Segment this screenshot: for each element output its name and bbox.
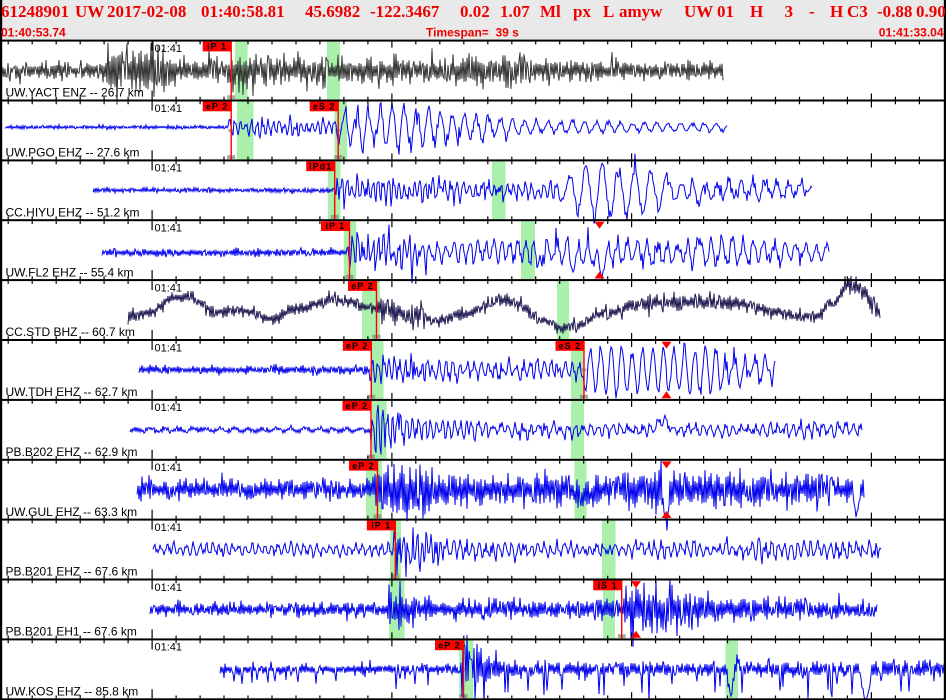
svg-text:0.02: 0.02	[460, 2, 490, 21]
svg-text:01:41: 01:41	[155, 522, 183, 534]
svg-text:UW.FL2 EHZ -- 55.4 km: UW.FL2 EHZ -- 55.4 km	[6, 265, 134, 279]
svg-text:PB.B202 EHZ -- 62.9 km: PB.B202 EHZ -- 62.9 km	[6, 445, 138, 459]
svg-text:UW.PGO EHZ -- 27.6 km: UW.PGO EHZ -- 27.6 km	[6, 146, 140, 160]
svg-text:PB.B201 EH1 -- 67.6 km: PB.B201 EH1 -- 67.6 km	[6, 625, 137, 639]
svg-text:iP 1: iP 1	[207, 42, 227, 52]
svg-text:iP 1: iP 1	[325, 221, 345, 231]
svg-text:C3: C3	[847, 2, 868, 21]
svg-text:eP 2: eP 2	[352, 461, 374, 471]
svg-text:-122.3467: -122.3467	[370, 2, 440, 21]
svg-text:01:41: 01:41	[155, 582, 183, 594]
svg-text:H: H	[750, 2, 763, 21]
svg-text:01:41: 01:41	[155, 43, 183, 55]
svg-text:0.90: 0.90	[916, 2, 946, 21]
svg-text:CC.STD BHZ -- 60.7 km: CC.STD BHZ -- 60.7 km	[6, 325, 135, 339]
svg-text:eP 2: eP 2	[346, 401, 368, 411]
svg-text:PB.B201 EHZ -- 67.6 km: PB.B201 EHZ -- 67.6 km	[6, 565, 138, 579]
svg-text:px: px	[573, 2, 591, 21]
svg-text:eP 2: eP 2	[346, 341, 368, 351]
svg-text:UW.YACT ENZ -- 26.7 km: UW.YACT ENZ -- 26.7 km	[6, 86, 144, 100]
svg-text:01:40:58.81: 01:40:58.81	[201, 2, 285, 21]
svg-text:UW.KOS EHZ -- 85.8 km: UW.KOS EHZ -- 85.8 km	[6, 685, 139, 699]
svg-text:eS 2: eS 2	[313, 102, 336, 112]
svg-text:iS 1: iS 1	[598, 581, 618, 591]
svg-text:01:40:53.74: 01:40:53.74	[1, 26, 66, 40]
svg-text:01:41:33.04: 01:41:33.04	[879, 26, 944, 40]
svg-text:Ml: Ml	[540, 2, 561, 21]
svg-text:2017-02-08: 2017-02-08	[107, 2, 186, 21]
svg-text:61248901: 61248901	[1, 2, 69, 21]
svg-text:UW: UW	[684, 2, 713, 21]
svg-text:eP 2: eP 2	[206, 102, 228, 112]
svg-text:amyw: amyw	[619, 2, 663, 21]
svg-text:eP 2: eP 2	[438, 640, 460, 650]
svg-text:H: H	[830, 2, 843, 21]
svg-text:01:41: 01:41	[155, 223, 183, 235]
svg-text:CC.HIYU EHZ -- 51.2 km: CC.HIYU EHZ -- 51.2 km	[6, 205, 140, 219]
svg-text:45.6982: 45.6982	[305, 2, 360, 21]
svg-text:eS 2: eS 2	[559, 341, 582, 351]
svg-text:eP 2: eP 2	[351, 281, 373, 291]
svg-text:01:41: 01:41	[155, 462, 183, 474]
svg-text:Timespan= 39 s: Timespan= 39 s	[426, 26, 519, 40]
svg-text:01:41: 01:41	[155, 402, 183, 414]
svg-text:L: L	[603, 2, 614, 21]
svg-text:UW.TDH EHZ -- 62.7 km: UW.TDH EHZ -- 62.7 km	[6, 385, 138, 399]
svg-text:UW.GUL EHZ -- 63.3 km: UW.GUL EHZ -- 63.3 km	[6, 505, 138, 519]
svg-text:01:41: 01:41	[155, 103, 183, 115]
svg-text:01:41: 01:41	[155, 163, 183, 175]
svg-text:3: 3	[785, 2, 794, 21]
svg-text:-0.88: -0.88	[877, 2, 912, 21]
svg-text:iPd1: iPd1	[309, 161, 332, 171]
svg-text:01: 01	[717, 2, 734, 21]
svg-text:1.07: 1.07	[500, 2, 530, 21]
svg-text:UW: UW	[75, 2, 104, 21]
svg-text:01:41: 01:41	[155, 342, 183, 354]
svg-text:01:41: 01:41	[155, 642, 183, 654]
svg-text:-: -	[809, 2, 815, 21]
svg-text:iP 1: iP 1	[371, 521, 391, 531]
svg-text:01:41: 01:41	[155, 282, 183, 294]
